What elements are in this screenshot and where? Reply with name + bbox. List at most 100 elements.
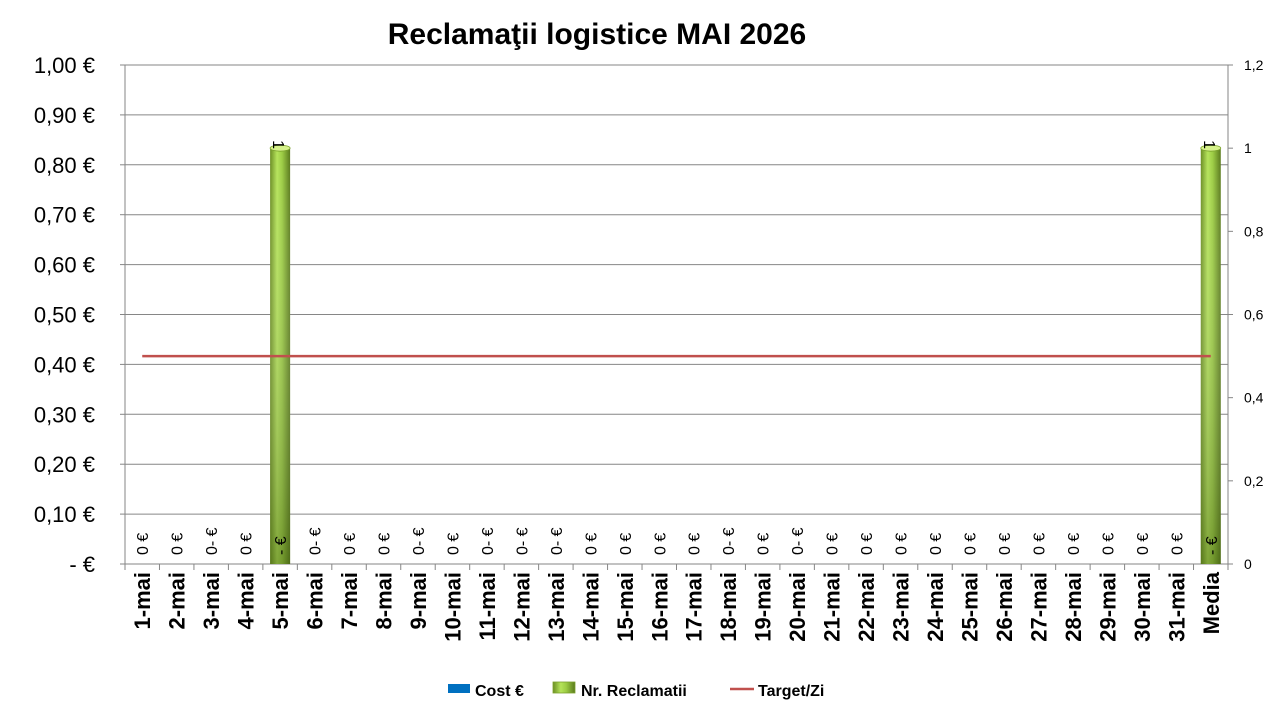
- data-label-cost: 0 €: [825, 533, 842, 555]
- data-label-cost: 0 €: [997, 533, 1014, 555]
- right-axis-tick-label: 0,6: [1244, 307, 1264, 323]
- right-axis-tick-label: 1,2: [1244, 57, 1264, 73]
- data-label-cost: 0 €: [377, 533, 394, 555]
- data-label-cost: 0 €: [342, 533, 359, 555]
- data-label-cost: 0- €: [721, 527, 738, 555]
- left-axis-tick-label: 0,20 €: [34, 452, 95, 477]
- chart-title: Reclamaţii logistice MAI 2026: [388, 18, 807, 51]
- left-axis-tick-label: 0,60 €: [34, 253, 95, 278]
- left-axis-tick-label: 0,70 €: [34, 203, 95, 228]
- x-axis-tick-label: 14-mai: [578, 572, 603, 642]
- x-axis-tick-label: 18-mai: [716, 572, 741, 642]
- left-axis-tick-label: - €: [69, 552, 95, 577]
- x-axis-tick-label: 23-mai: [889, 572, 914, 642]
- gridlines: [124, 64, 1229, 565]
- data-label-cost: 0 €: [1169, 533, 1186, 555]
- x-axis-tick-label: 25-mai: [957, 572, 982, 642]
- data-label-cost: 0 €: [1100, 533, 1117, 555]
- data-label-cost: - €: [1204, 536, 1221, 555]
- left-axis-tick-label: 0,90 €: [34, 103, 95, 128]
- x-axis-tick-label: 4-mai: [234, 572, 259, 629]
- data-label-cost: 0 €: [170, 533, 187, 555]
- x-axis-tick-label: Media: [1199, 571, 1224, 634]
- data-label-nr-reclamatii: 1: [1200, 140, 1217, 149]
- x-axis-tick-label: 24-mai: [923, 572, 948, 642]
- x-axis-tick-label: 30-mai: [1130, 572, 1155, 642]
- x-axis-tick-label: 2-mai: [165, 572, 190, 629]
- x-axis-tick-label: 19-mai: [751, 572, 776, 642]
- legend: Cost € Nr. Reclamatii Target/Zi: [448, 681, 824, 700]
- x-axis-ticks: 1-mai 2-mai 3-mai 4-mai 5-mai 6-mai 7-mai 8-mai…: [124, 564, 1229, 642]
- data-label-cost: 0 €: [239, 533, 256, 555]
- x-axis-tick-label: 16-mai: [647, 572, 672, 642]
- data-label-cost: 0 €: [652, 533, 669, 555]
- x-axis-tick-label: 26-mai: [992, 572, 1017, 642]
- data-label-cost: 0 €: [135, 533, 152, 555]
- x-axis-tick-label: 9-mai: [406, 572, 431, 629]
- x-axis-tick-label: 20-mai: [785, 572, 810, 642]
- x-axis-tick-label: 22-mai: [854, 572, 879, 642]
- left-axis-ticks: - € 0,10 € 0,20 € 0,30 € 0,40 € 0,50 € 0,60 € 0…: [34, 53, 126, 577]
- data-label-cost: 0 €: [1066, 533, 1083, 555]
- left-axis-tick-label: 1,00 €: [34, 53, 95, 78]
- x-axis-tick-label: 17-mai: [682, 572, 707, 642]
- right-axis-tick-label: 0,8: [1244, 223, 1264, 239]
- data-label-cost: 0- €: [514, 527, 531, 555]
- data-label-cost: 0 €: [445, 533, 462, 555]
- legend-label-target: Target/Zi: [758, 683, 824, 700]
- data-label-cost: 0 €: [928, 533, 945, 555]
- right-axis-tick-label: 0,4: [1244, 390, 1264, 406]
- legend-label-cost: Cost €: [475, 683, 524, 700]
- data-label-cost: 0- €: [411, 527, 428, 555]
- legend-label-nr-reclamatii: Nr. Reclamatii: [581, 683, 687, 700]
- x-axis-tick-label: 3-mai: [199, 572, 224, 629]
- x-axis-tick-label: 12-mai: [509, 572, 534, 642]
- data-label-cost: 0- €: [308, 527, 325, 555]
- x-axis-tick-label: 13-mai: [544, 572, 569, 642]
- data-label-cost: 0 €: [894, 533, 911, 555]
- bar-nr-reclamatii-cap: [1200, 144, 1222, 152]
- data-label-cost: 0 €: [618, 533, 635, 555]
- right-axis-tick-label: 0: [1244, 556, 1252, 572]
- data-label-cost: 0 €: [1135, 533, 1152, 555]
- left-axis-tick-label: 0,80 €: [34, 153, 95, 178]
- x-axis-tick-label: 8-mai: [372, 572, 397, 629]
- x-axis-tick-label: 1-mai: [130, 572, 155, 629]
- x-axis-tick-label: 15-mai: [613, 572, 638, 642]
- x-axis-tick-label: 28-mai: [1061, 572, 1086, 642]
- data-label-cost: 0 €: [756, 533, 773, 555]
- x-axis-tick-label: 21-mai: [820, 572, 845, 642]
- right-axis-tick-label: 1: [1244, 140, 1252, 156]
- legend-swatch-nr-reclamatii: [552, 681, 576, 694]
- x-axis-tick-label: 6-mai: [303, 572, 328, 629]
- data-label-cost: 0- €: [204, 527, 221, 555]
- x-axis-tick-label: 11-mai: [475, 572, 500, 641]
- x-axis-tick-label: 29-mai: [1095, 572, 1120, 642]
- data-label-cost: - €: [273, 536, 290, 555]
- data-label-cost: 0 €: [859, 533, 876, 555]
- data-labels: 0 € 0 € 0- € 0 € - € 0- € 0 € 0 € 0- € 0 € 0- € 0- …: [135, 140, 1221, 555]
- bars: [269, 144, 1222, 564]
- data-label-cost: 0- €: [790, 527, 807, 555]
- legend-swatch-cost: [448, 684, 470, 693]
- data-label-cost: 0 €: [687, 533, 704, 555]
- data-label-cost: 0 €: [1031, 533, 1048, 555]
- left-axis-tick-label: 0,10 €: [34, 502, 95, 527]
- data-label-cost: 0 €: [583, 533, 600, 555]
- x-axis-tick-label: 7-mai: [337, 572, 362, 629]
- x-axis-tick-label: 5-mai: [268, 572, 293, 629]
- data-label-nr-reclamatii: 1: [269, 140, 286, 149]
- data-label-cost: 0 €: [962, 533, 979, 555]
- data-label-cost: 0- €: [549, 527, 566, 555]
- right-axis-tick-label: 0,2: [1244, 473, 1264, 489]
- x-axis-tick-label: 10-mai: [440, 572, 465, 642]
- x-axis-tick-label: 31-mai: [1164, 572, 1189, 642]
- x-axis-tick-label: 27-mai: [1026, 572, 1051, 642]
- left-axis-tick-label: 0,50 €: [34, 303, 95, 328]
- data-label-cost: 0- €: [480, 527, 497, 555]
- left-axis-tick-label: 0,30 €: [34, 402, 95, 427]
- right-axis-ticks: 0 0,2 0,4 0,6 0,8 1 1,2: [1227, 57, 1264, 572]
- bar-nr-reclamatii-cap: [269, 144, 291, 152]
- left-axis-tick-label: 0,40 €: [34, 352, 95, 377]
